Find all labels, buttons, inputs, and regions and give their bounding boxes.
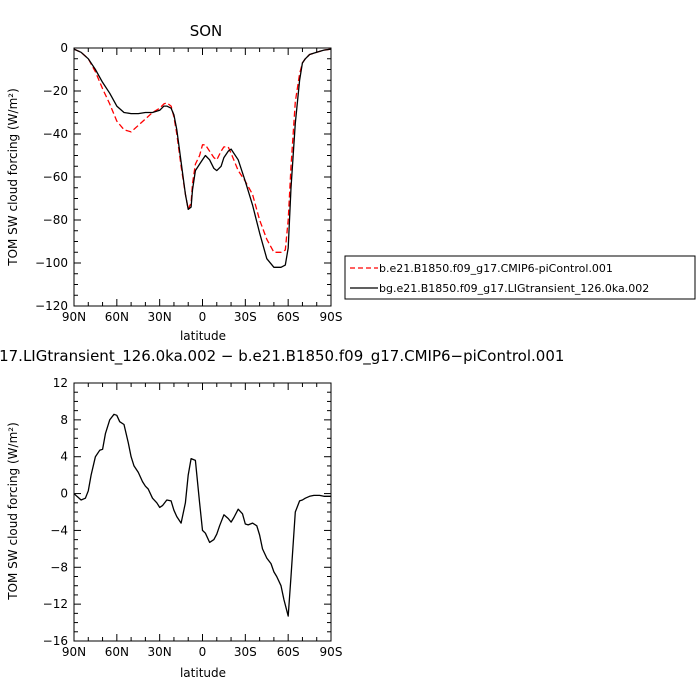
bottom-plot-frame — [73, 382, 332, 642]
bottom-y-tick-label: 12 — [53, 376, 68, 390]
top-x-tick-label: 0 — [199, 310, 207, 324]
bottom-x-tick-label: 0 — [199, 645, 207, 659]
legend-label-series-1: b.e21.B1850.f09_g17.CMIP6-piControl.001 — [379, 262, 613, 275]
top-series-line-1 — [73, 48, 332, 253]
bottom-y-tick-label: 0 — [60, 487, 68, 501]
top-series-line-2 — [73, 48, 332, 268]
top-x-tick-label: 90N — [62, 310, 86, 324]
top-plot-frame — [73, 47, 332, 307]
bottom-y-tick-label: −4 — [50, 523, 68, 537]
bottom-y-tick-label: 4 — [60, 450, 68, 464]
bottom-y-axis-label: TOM SW cloud forcing (W/m²) — [6, 422, 20, 601]
top-y-tick-label: −120 — [35, 299, 68, 313]
top-y-tick-label: −40 — [43, 127, 68, 141]
bottom-title: bg.e21.B1850.f09_g17.LIGtransient_126.0k… — [0, 347, 564, 366]
top-x-tick-label: 90S — [320, 310, 343, 324]
top-y-tick-label: −100 — [35, 256, 68, 270]
legend-box — [344, 255, 696, 300]
bottom-x-tick-label: 90N — [62, 645, 86, 659]
bottom-y-tick-label: −12 — [43, 597, 68, 611]
bottom-x-tick-label: 30N — [148, 645, 172, 659]
top-y-tick-label: −80 — [43, 213, 68, 227]
top-x-tick-label: 30S — [234, 310, 257, 324]
top-x-tick-label: 60N — [105, 310, 129, 324]
bottom-y-tick-label: −16 — [43, 634, 68, 648]
top-panel: SON 90N 60N 30N 0 30S 60S 90S 0 −20 −40 −60 −80 −100… — [6, 22, 696, 343]
bottom-x-tick-label: 60N — [105, 645, 129, 659]
legend-label-series-2: bg.e21.B1850.f09_g17.LIGtransient_126.0k… — [379, 282, 649, 295]
top-title: SON — [190, 22, 223, 40]
bottom-panel: bg.e21.B1850.f09_g17.LIGtransient_126.0k… — [0, 347, 564, 680]
bottom-x-tick-label: 30S — [234, 645, 257, 659]
top-y-tick-label: −20 — [43, 84, 68, 98]
top-y-tick-label: 0 — [60, 41, 68, 55]
bottom-series-line-1 — [73, 413, 331, 617]
bottom-x-tick-label: 90S — [320, 645, 343, 659]
top-x-tick-label: 60S — [277, 310, 300, 324]
top-y-axis-label: TOM SW cloud forcing (W/m²) — [6, 88, 20, 267]
top-y-tick-label: −60 — [43, 170, 68, 184]
bottom-x-tick-label: 60S — [277, 645, 300, 659]
bottom-x-axis-label: latitude — [180, 666, 226, 680]
bottom-y-tick-label: 8 — [60, 413, 68, 427]
legend: b.e21.B1850.f09_g17.CMIP6-piControl.001 … — [344, 255, 696, 300]
bottom-y-tick-label: −8 — [50, 560, 68, 574]
top-x-tick-label: 30N — [148, 310, 172, 324]
top-x-axis-label: latitude — [180, 329, 226, 343]
